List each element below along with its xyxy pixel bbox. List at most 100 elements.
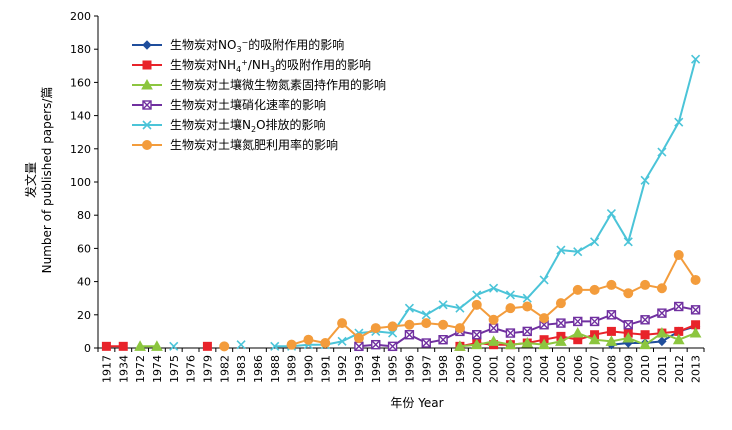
legend-label: 生物炭对土壤硝化速率的影响 (170, 97, 326, 112)
legend-label: 生物炭对土壤N2O排放的影响 (170, 117, 326, 134)
x-tick-label: 1990 (302, 355, 315, 383)
y-tick-label: 0 (84, 342, 91, 355)
data-point (657, 147, 667, 157)
data-point (522, 326, 532, 337)
data-point (421, 338, 431, 348)
legend-item-2: 生物炭对NH4+/NH3的吸附作用的影响 (132, 57, 371, 74)
data-point (555, 298, 566, 309)
data-point (606, 310, 617, 320)
x-tick-label: 1976 (185, 355, 198, 383)
x-tick-label: 1986 (252, 355, 265, 383)
data-point (472, 290, 482, 300)
x-tick-label: 2000 (471, 355, 484, 383)
x-tick-label: 1997 (420, 355, 433, 383)
x-tick-label: 1974 (151, 355, 164, 383)
data-point (657, 336, 667, 347)
series-6 (219, 250, 701, 352)
data-point (455, 303, 465, 313)
series-1 (606, 321, 701, 350)
data-point (539, 275, 549, 285)
x-tick-label: 1983 (235, 355, 248, 383)
x-tick-label: 1917 (100, 355, 113, 383)
legend-item-1: 生物炭对NO3−的吸附作用的影响 (132, 37, 344, 54)
data-point (640, 330, 650, 340)
y-tick-label: 60 (77, 242, 91, 255)
data-point (505, 328, 516, 338)
data-point (690, 305, 701, 315)
y-axis-title-cn: 发文量 (23, 162, 38, 198)
x-tick-label: 1991 (319, 355, 332, 383)
data-point (421, 318, 432, 329)
data-point (118, 341, 128, 351)
legend-marker (141, 78, 153, 90)
data-point (134, 340, 146, 351)
data-point (606, 326, 616, 336)
data-point (421, 310, 431, 320)
data-point (522, 293, 532, 303)
data-point (370, 323, 381, 334)
data-point (573, 247, 583, 257)
y-tick-label: 140 (70, 110, 91, 123)
y-tick-label: 20 (77, 309, 91, 322)
data-point (151, 340, 163, 351)
x-tick-label: 1989 (286, 355, 299, 383)
x-tick-label: 2009 (622, 355, 635, 383)
x-tick-label: 2010 (639, 355, 652, 383)
data-point (522, 301, 533, 312)
data-point (438, 300, 448, 310)
data-point (236, 340, 246, 350)
data-point (270, 341, 280, 351)
data-point (470, 338, 483, 350)
data-point (303, 334, 314, 345)
x-tick-label: 1994 (370, 355, 383, 383)
x-tick-label: 2005 (555, 355, 568, 383)
x-tick-label: 2008 (605, 355, 618, 383)
legend-marker (142, 40, 152, 50)
data-point (454, 323, 465, 334)
y-tick-label: 40 (77, 276, 91, 289)
legend-label: 生物炭对NH4+/NH3的吸附作用的影响 (170, 57, 371, 74)
y-tick-label: 120 (70, 143, 91, 156)
data-point (606, 208, 616, 219)
legend-label: 生物炭对NO3−的吸附作用的影响 (170, 37, 344, 54)
axes: 0 20 40 60 80 100 120 140 160 180 200 1917 1934 1972 1… (70, 10, 705, 383)
data-point (371, 339, 381, 350)
data-point (320, 338, 331, 349)
data-point (539, 313, 550, 324)
data-point (454, 340, 466, 351)
legend-item-3: 生物炭对土壤微生物氮素固持作用的影响 (132, 77, 386, 92)
data-point (640, 279, 651, 290)
data-point (606, 279, 617, 290)
data-point (691, 54, 701, 64)
data-point (674, 301, 684, 312)
data-point (623, 288, 634, 299)
x-tick-label: 2012 (673, 355, 686, 383)
data-point (353, 333, 364, 344)
x-tick-label: 1979 (201, 355, 214, 383)
data-point (556, 245, 566, 255)
x-tick-label: 2002 (504, 355, 517, 383)
data-point (487, 335, 500, 346)
data-point (690, 274, 701, 285)
data-point (438, 335, 448, 345)
data-point (555, 335, 567, 346)
data-point (689, 327, 702, 338)
data-point (354, 341, 364, 352)
y-tick-label: 200 (70, 10, 91, 23)
x-tick-label: 1999 (454, 355, 467, 383)
legend-label: 生物炭对土壤氮肥利用率的影响 (170, 137, 338, 152)
y-tick-label: 160 (70, 76, 91, 89)
data-point (556, 318, 566, 328)
data-point (657, 308, 667, 318)
x-tick-label: 1993 (353, 355, 366, 383)
y-tick-label: 180 (70, 43, 91, 56)
data-point (623, 320, 633, 330)
y-axis-title-en: Number of published papers/篇 (39, 87, 54, 274)
legend-label: 生物炭对土壤微生物氮素固持作用的影响 (170, 77, 386, 92)
legend-item-6: 生物炭对土壤氮肥利用率的影响 (132, 137, 338, 152)
data-point (404, 319, 415, 330)
data-point (337, 336, 347, 346)
y-tick-label: 100 (70, 176, 91, 189)
